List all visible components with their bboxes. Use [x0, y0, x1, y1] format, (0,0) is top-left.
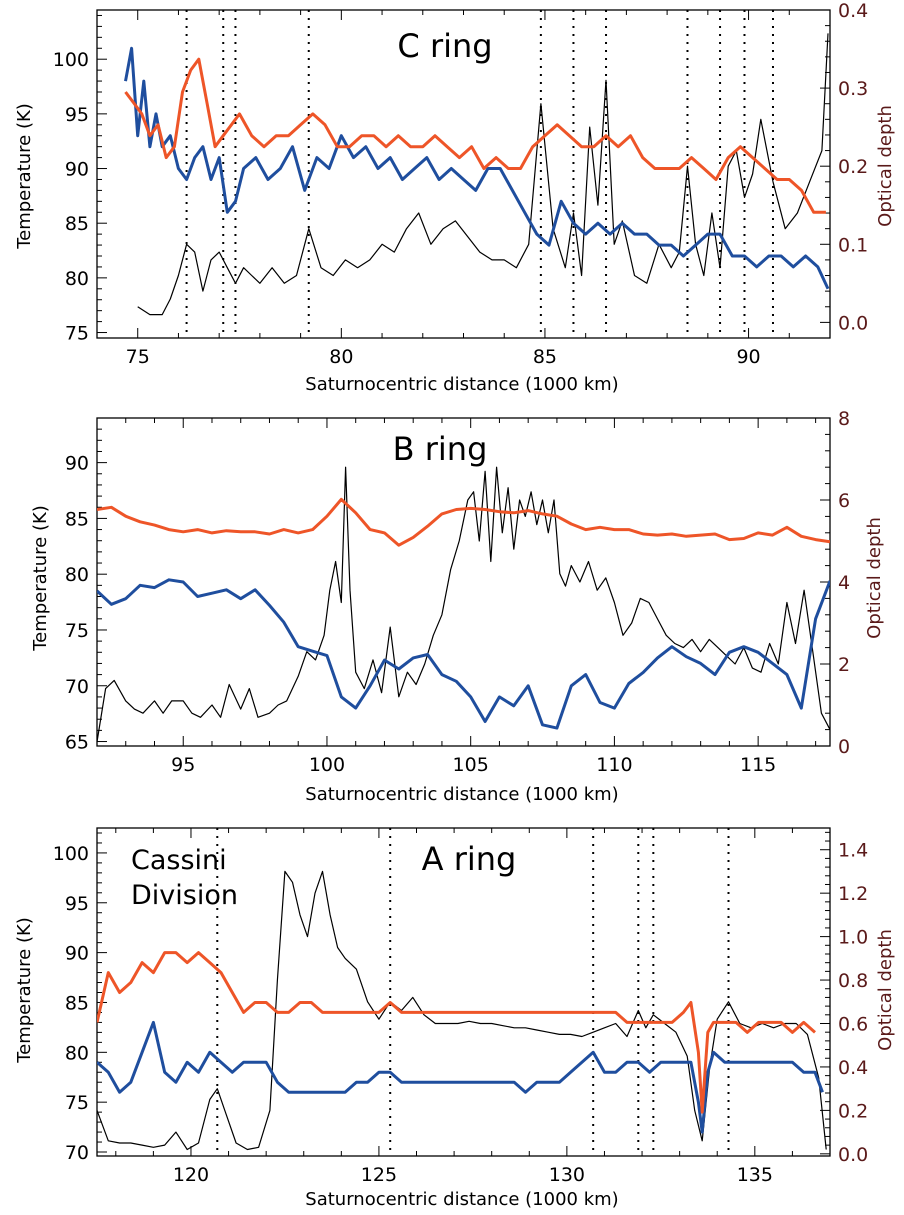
- tau-series-line: [137, 33, 829, 316]
- y-right-tick-label: 2: [838, 654, 850, 676]
- x-tick-label: 85: [533, 346, 557, 368]
- x-tick-label: 135: [737, 1164, 773, 1186]
- y-tick-label: 95: [65, 104, 89, 126]
- y-tick-label: 100: [53, 49, 89, 71]
- annotation-line-1: Cassini: [131, 845, 227, 876]
- y-tick-label: 65: [65, 732, 89, 754]
- y-tick-label: 70: [65, 676, 89, 698]
- y-axis-right-label: Optical depth: [875, 105, 896, 227]
- y-tick-label: 90: [65, 159, 89, 181]
- y-right-tick-label: 0.4: [838, 1057, 868, 1079]
- y-right-tick-label: 1.4: [838, 840, 868, 862]
- tbl-series-line: [97, 1020, 824, 1134]
- y-tick-label: 80: [65, 1042, 89, 1064]
- y-right-tick-label: 1.0: [838, 927, 868, 949]
- y-right-tick-label: 0: [838, 736, 850, 758]
- y-right-tick-label: 0.8: [838, 970, 868, 992]
- y-right-tick-label: 0.6: [838, 1013, 868, 1035]
- tbl-series-line: [97, 578, 830, 730]
- panel-c-ring: C ring Saturnocentric distance (1000 km)…: [14, 0, 896, 395]
- x-tick-label: 130: [549, 1164, 585, 1186]
- annotation-line-2: Division: [131, 880, 238, 911]
- y-tick-label: 100: [53, 843, 89, 865]
- x-tick-label: 125: [361, 1164, 397, 1186]
- y-right-tick-label: 0.0: [838, 1144, 868, 1166]
- x-tick-label: 75: [126, 346, 150, 368]
- y-axis-label: Temperature (K): [14, 917, 35, 1064]
- y-tick-label: 85: [65, 213, 89, 235]
- x-axis-label: Saturnocentric distance (1000 km): [305, 784, 618, 805]
- x-axis-label: Saturnocentric distance (1000 km): [305, 374, 618, 395]
- y-tick-label: 90: [65, 453, 89, 475]
- y-axis-right-label: Optical depth: [875, 929, 896, 1051]
- panel-title: A ring: [422, 840, 517, 878]
- y-tick-label: 80: [65, 268, 89, 290]
- x-tick-label: 115: [740, 754, 776, 776]
- y-axis-right-label: Optical depth: [864, 517, 885, 639]
- x-tick-label: 105: [453, 754, 489, 776]
- tbl-series-line: [124, 46, 830, 290]
- y-right-tick-label: 0.1: [838, 234, 868, 256]
- tau-series-line: [97, 870, 827, 1151]
- y-tick-label: 80: [65, 564, 89, 586]
- y-tick-label: 90: [65, 943, 89, 965]
- y-right-tick-label: 4: [838, 572, 850, 594]
- panel-b-ring: B ring Saturnocentric distance (1000 km)…: [30, 408, 885, 805]
- y-tick-label: 95: [65, 893, 89, 915]
- y-tick-label: 75: [65, 1092, 89, 1114]
- y-tick-label: 75: [65, 620, 89, 642]
- x-tick-label: 120: [173, 1164, 209, 1186]
- y-right-tick-label: 8: [838, 408, 850, 430]
- tlit-series-line: [97, 497, 830, 547]
- tlit-series-line: [124, 57, 826, 214]
- y-right-tick-label: 1.2: [838, 883, 868, 905]
- y-axis-label: Temperature (K): [14, 103, 35, 250]
- x-tick-label: 95: [171, 754, 195, 776]
- panel-title: C ring: [397, 27, 492, 65]
- y-tick-label: 75: [65, 323, 89, 345]
- tlit-series-line: [97, 951, 816, 1114]
- x-tick-label: 80: [329, 346, 353, 368]
- y-right-tick-label: 0.2: [838, 1100, 868, 1122]
- tau-series-line: [97, 466, 830, 742]
- y-right-tick-label: 0.2: [838, 156, 868, 178]
- x-tick-label: 90: [736, 346, 760, 368]
- x-tick-label: 100: [309, 754, 345, 776]
- y-tick-label: 85: [65, 508, 89, 530]
- x-axis-label: Saturnocentric distance (1000 km): [305, 1189, 618, 1210]
- y-right-tick-label: 0.3: [838, 78, 868, 100]
- y-right-tick-label: 0.0: [838, 312, 868, 334]
- y-tick-label: 70: [65, 1142, 89, 1164]
- x-tick-label: 110: [596, 754, 632, 776]
- y-right-tick-label: 6: [838, 490, 850, 512]
- panel-a-ring: A ring Cassini Division Saturnocentric d…: [14, 827, 896, 1210]
- panel-title: B ring: [393, 430, 488, 468]
- y-tick-label: 85: [65, 992, 89, 1014]
- y-axis-label: Temperature (K): [30, 505, 51, 652]
- y-right-tick-label: 0.4: [838, 0, 868, 22]
